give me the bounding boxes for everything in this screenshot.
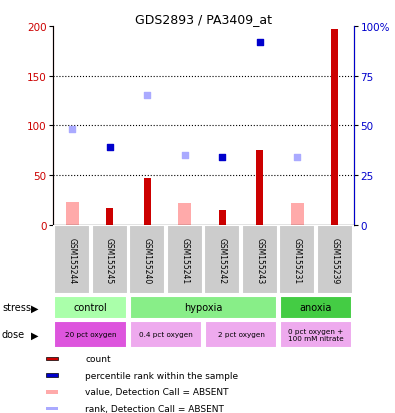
Text: ▶: ▶ <box>31 303 38 313</box>
Text: 2 pct oxygen: 2 pct oxygen <box>218 332 264 337</box>
FancyBboxPatch shape <box>92 226 128 294</box>
Text: control: control <box>74 303 108 313</box>
Text: hypoxia: hypoxia <box>184 303 223 313</box>
FancyBboxPatch shape <box>129 226 165 294</box>
Text: GSM155239: GSM155239 <box>330 237 339 283</box>
Title: GDS2893 / PA3409_at: GDS2893 / PA3409_at <box>135 13 272 26</box>
Text: 0 pct oxygen +
100 mM nitrate: 0 pct oxygen + 100 mM nitrate <box>288 328 344 341</box>
FancyBboxPatch shape <box>54 226 90 294</box>
Text: percentile rank within the sample: percentile rank within the sample <box>85 371 239 380</box>
Bar <box>331 30 338 225</box>
FancyBboxPatch shape <box>130 296 277 319</box>
Text: GSM155231: GSM155231 <box>293 237 302 283</box>
FancyBboxPatch shape <box>55 321 127 348</box>
FancyBboxPatch shape <box>279 226 315 294</box>
Bar <box>46 357 58 360</box>
FancyBboxPatch shape <box>280 296 352 319</box>
Point <box>182 152 188 159</box>
Text: GSM155241: GSM155241 <box>180 237 189 283</box>
Point <box>294 154 301 161</box>
Point <box>257 39 263 46</box>
Text: stress: stress <box>2 303 31 313</box>
Bar <box>106 208 113 225</box>
Text: GSM155240: GSM155240 <box>143 237 152 283</box>
Text: GSM155244: GSM155244 <box>68 237 77 283</box>
FancyBboxPatch shape <box>204 226 240 294</box>
Point <box>219 154 226 161</box>
Bar <box>219 210 226 225</box>
Text: GSM155245: GSM155245 <box>105 237 114 283</box>
Text: 0.4 pct oxygen: 0.4 pct oxygen <box>139 332 193 337</box>
Bar <box>66 202 79 225</box>
Point <box>69 127 75 133</box>
Point <box>144 93 150 100</box>
Text: rank, Detection Call = ABSENT: rank, Detection Call = ABSENT <box>85 404 224 413</box>
Text: GSM155242: GSM155242 <box>218 237 227 283</box>
FancyBboxPatch shape <box>167 226 203 294</box>
Text: 20 pct oxygen: 20 pct oxygen <box>65 332 117 337</box>
Bar <box>46 373 58 377</box>
FancyBboxPatch shape <box>317 226 353 294</box>
Bar <box>256 151 263 225</box>
Text: count: count <box>85 354 111 363</box>
FancyBboxPatch shape <box>280 321 352 348</box>
Text: value, Detection Call = ABSENT: value, Detection Call = ABSENT <box>85 387 229 396</box>
FancyBboxPatch shape <box>205 321 277 348</box>
Bar <box>46 407 58 411</box>
Text: GSM155243: GSM155243 <box>255 237 264 283</box>
Bar <box>291 203 304 225</box>
FancyBboxPatch shape <box>55 296 127 319</box>
FancyBboxPatch shape <box>130 321 202 348</box>
Bar <box>144 178 150 225</box>
Text: anoxia: anoxia <box>300 303 332 313</box>
Text: dose: dose <box>2 330 25 339</box>
Bar <box>178 203 191 225</box>
Point <box>107 145 113 151</box>
FancyBboxPatch shape <box>242 226 278 294</box>
Bar <box>46 390 58 394</box>
Text: ▶: ▶ <box>31 330 38 339</box>
